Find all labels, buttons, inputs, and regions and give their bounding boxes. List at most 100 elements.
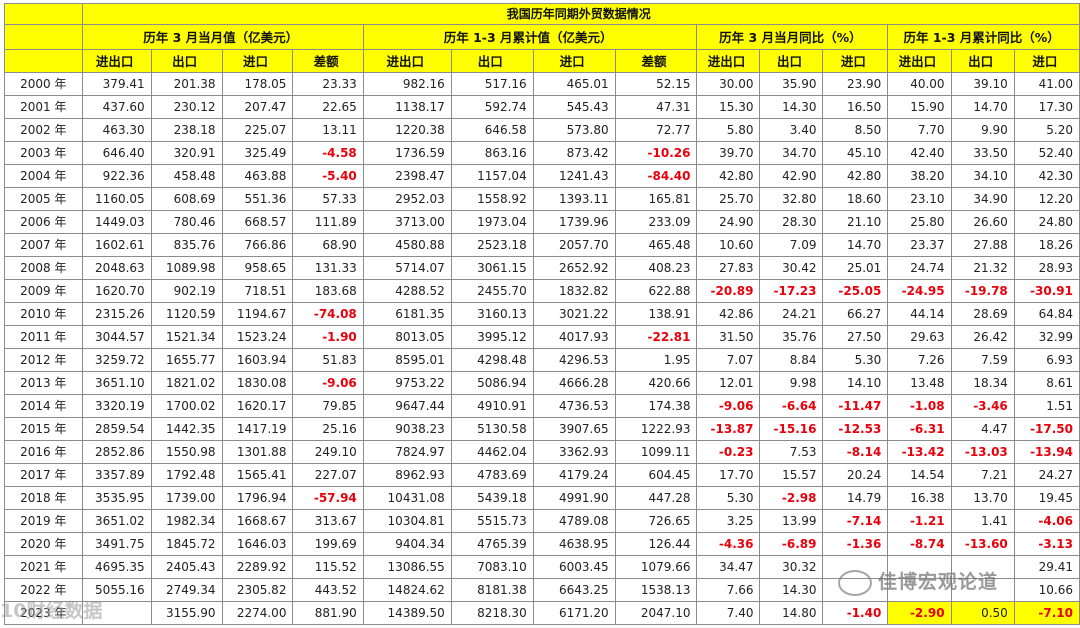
table-cell: 1301.88 <box>221 440 294 464</box>
table-cell: 4789.08 <box>532 509 616 533</box>
table-cell: 51.83 <box>292 348 364 372</box>
table-cell <box>887 578 952 602</box>
table-cell: 8.84 <box>759 348 824 372</box>
table-cell: -9.06 <box>292 371 364 395</box>
table-row: 2009 年 1620.70 902.19 718.51 183.68 4288.52 24… <box>4 279 1080 303</box>
row-year: 2010 年 <box>4 302 83 326</box>
table-cell: 1973.04 <box>450 210 534 234</box>
table-cell: 4638.95 <box>532 532 616 556</box>
table-cell: 320.91 <box>150 141 223 165</box>
table-cell: 13.70 <box>950 486 1015 510</box>
table-cell: 1120.59 <box>150 302 223 326</box>
table-cell: 79.85 <box>292 394 364 418</box>
table-row: 2021 年 4695.35 2405.43 2289.92 115.52 13086.5… <box>4 555 1080 579</box>
table-cell: 447.28 <box>614 486 698 510</box>
row-year: 2006 年 <box>4 210 83 234</box>
table-cell: 7.70 <box>887 118 952 142</box>
table-cell: 863.16 <box>450 141 534 165</box>
table-cell: 1830.08 <box>221 371 294 395</box>
column-header: 出口 <box>950 49 1015 73</box>
column-header: 进口 <box>1013 49 1080 73</box>
table-row: 2003 年 646.40 320.91 325.49 -4.58 1736.59 863.… <box>4 141 1080 165</box>
table-cell: 44.14 <box>887 302 952 326</box>
table-row: 2006 年 1449.03 780.46 668.57 111.89 3713.00 19… <box>4 210 1080 234</box>
table-cell: 33.50 <box>950 141 1015 165</box>
table-row: 2023 年 3155.90 2274.00 881.90 14389.50 8218.3… <box>4 601 1080 625</box>
table-cell: 1565.41 <box>221 463 294 487</box>
table-cell: 40.00 <box>887 72 952 96</box>
table-cell: 14.80 <box>759 601 824 625</box>
table-cell: 14.70 <box>822 233 889 257</box>
table-cell: 465.48 <box>614 233 698 257</box>
table-cell: 7.26 <box>887 348 952 372</box>
table-cell: 19.45 <box>1013 486 1080 510</box>
table-cell: 18.34 <box>950 371 1015 395</box>
table-cell <box>950 555 1015 579</box>
table-cell: 5439.18 <box>450 486 534 510</box>
table-cell: 2952.03 <box>362 187 452 211</box>
table-cell: -11.47 <box>822 394 889 418</box>
table-cell: 7.40 <box>696 601 761 625</box>
table-cell: 66.27 <box>822 302 889 326</box>
table-cell: 42.80 <box>696 164 761 188</box>
table-cell: -8.14 <box>822 440 889 464</box>
group-header-march-monthly: 历年 3 月当月值（亿美元） <box>81 24 364 50</box>
table-cell: -2.98 <box>759 486 824 510</box>
table-cell: 24.21 <box>759 302 824 326</box>
row-year: 2004 年 <box>4 164 83 188</box>
table-cell: 1792.48 <box>150 463 223 487</box>
table-cell: 465.01 <box>532 72 616 96</box>
row-year: 2011 年 <box>4 325 83 349</box>
row-year: 2013 年 <box>4 371 83 395</box>
row-year: 2021 年 <box>4 555 83 579</box>
table-cell: -4.36 <box>696 532 761 556</box>
table-row: 2019 年 3651.02 1982.34 1668.67 313.67 10304.8… <box>4 509 1080 533</box>
table-cell: 26.60 <box>950 210 1015 234</box>
table-cell: 1099.11 <box>614 440 698 464</box>
table-cell: 4666.28 <box>532 371 616 395</box>
table-cell: -8.74 <box>887 532 952 556</box>
table-cell: 25.70 <box>696 187 761 211</box>
table-cell: 1602.61 <box>81 233 152 257</box>
table-cell: 7.53 <box>759 440 824 464</box>
table-cell: -25.05 <box>822 279 889 303</box>
column-header: 差额 <box>292 49 364 73</box>
table-cell: 1523.24 <box>221 325 294 349</box>
table-cell: 16.38 <box>887 486 952 510</box>
table-cell: -13.87 <box>696 417 761 441</box>
table-cell: 27.88 <box>950 233 1015 257</box>
table-cell: 463.88 <box>221 164 294 188</box>
table-cell: 1222.93 <box>614 417 698 441</box>
table-cell: -1.08 <box>887 394 952 418</box>
table-title: 我国历年同期外贸数据情况 <box>81 3 1080 25</box>
table-cell: 1796.94 <box>221 486 294 510</box>
table-cell: 34.10 <box>950 164 1015 188</box>
table-cell: 1138.17 <box>362 95 452 119</box>
table-cell: 28.30 <box>759 210 824 234</box>
table-cell: 8013.05 <box>362 325 452 349</box>
table-cell: 12.01 <box>696 371 761 395</box>
table-cell: -10.26 <box>614 141 698 165</box>
table-cell: 7824.97 <box>362 440 452 464</box>
table-cell: 313.67 <box>292 509 364 533</box>
table-cell: 111.89 <box>292 210 364 234</box>
table-cell: 5.30 <box>696 486 761 510</box>
table-cell: -12.53 <box>822 417 889 441</box>
table-cell: 35.76 <box>759 325 824 349</box>
table-cell: 1739.96 <box>532 210 616 234</box>
table-row: 2011 年 3044.57 1521.34 1523.24 -1.90 8013.05 3… <box>4 325 1080 349</box>
table-cell: 2455.70 <box>450 279 534 303</box>
table-cell: 165.81 <box>614 187 698 211</box>
table-cell: 8595.01 <box>362 348 452 372</box>
table-cell: 34.90 <box>950 187 1015 211</box>
table-cell: 4736.53 <box>532 394 616 418</box>
table-cell: 604.45 <box>614 463 698 487</box>
table-cell: 20.24 <box>822 463 889 487</box>
table-cell: 1.51 <box>1013 394 1080 418</box>
table-row: 2016 年 2852.86 1550.98 1301.88 249.10 7824.97… <box>4 440 1080 464</box>
table-cell: 31.50 <box>696 325 761 349</box>
table-cell: 233.09 <box>614 210 698 234</box>
table-cell: 4991.90 <box>532 486 616 510</box>
table-cell: 573.80 <box>532 118 616 142</box>
trade-data-table: 我国历年同期外贸数据情况 历年 3 月当月值（亿美元） 历年 1-3 月累计值（… <box>4 3 1080 625</box>
